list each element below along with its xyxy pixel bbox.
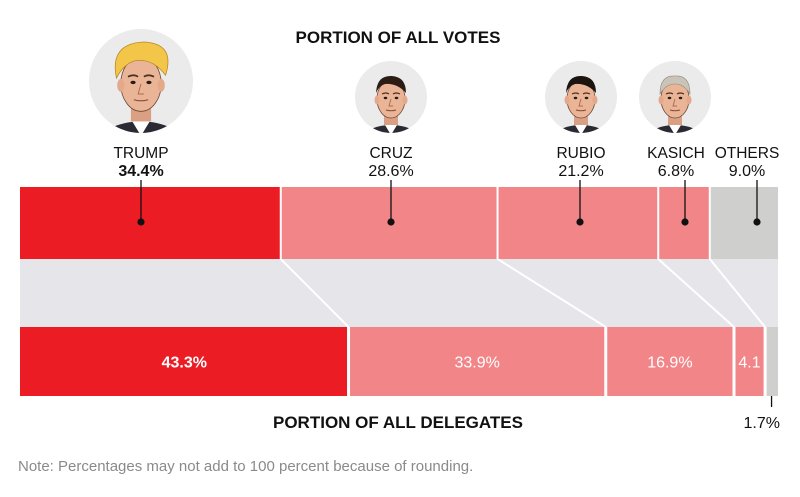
delegate-bar-trump (20, 327, 348, 396)
connector-background (20, 259, 778, 327)
vote-share-trump: 34.4% (118, 163, 163, 180)
candidate-name-cruz: CRUZ (369, 145, 412, 162)
vote-bar-trump (20, 187, 280, 259)
delegate-bar-others (766, 327, 778, 396)
vote-share-rubio: 21.2% (558, 163, 603, 180)
boundary-line-others (709, 258, 766, 328)
pin-dot-rubio (576, 218, 584, 226)
boundary-line-rubio (497, 258, 607, 328)
candidate-name-others: OTHERS (715, 145, 780, 162)
vote-share-kasich: 6.8% (658, 163, 694, 180)
delegate-bar-cruz (350, 327, 605, 396)
delegate-share-rubio: 16.9% (647, 355, 692, 372)
delegate-share-cruz: 33.9% (454, 355, 499, 372)
portrait-kasich (639, 61, 711, 133)
connector-band (20, 258, 778, 328)
pin-dot-kasich (681, 218, 689, 226)
footnote: Note: Percentages may not add to 100 per… (18, 458, 473, 475)
candidate-name-kasich: KASICH (647, 145, 705, 162)
votes-title: PORTION OF ALL VOTES (296, 28, 501, 47)
portrait-cruz (355, 61, 427, 133)
boundary-line-kasich (657, 258, 735, 328)
vote-bar-others (710, 187, 778, 259)
delegate-share-trump: 43.3% (162, 355, 207, 372)
vote-share-others: 9.0% (729, 163, 765, 180)
boundary-line-cruz (280, 258, 350, 328)
pin-dot-cruz (387, 218, 395, 226)
vote-share-cruz: 28.6% (368, 163, 413, 180)
pin-dot-trump (137, 218, 145, 226)
delegate-share-others: 1.7% (744, 415, 780, 432)
candidate-name-trump: TRUMP (113, 145, 168, 162)
bars-layer (20, 187, 778, 396)
portrait-rubio (545, 61, 617, 133)
delegate-share-kasich: 4.1 (738, 355, 760, 372)
delegates-title: PORTION OF ALL DELEGATES (273, 413, 523, 432)
candidate-name-rubio: RUBIO (556, 145, 605, 162)
pin-dot-others (753, 218, 761, 226)
delegate-bar-rubio (607, 327, 733, 396)
delegate-bar-kasich (735, 327, 764, 396)
